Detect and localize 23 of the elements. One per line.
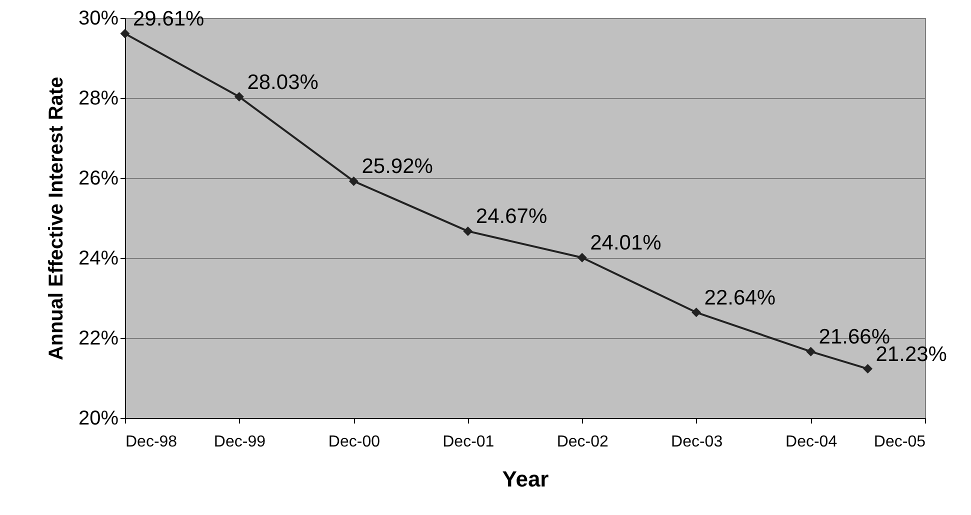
x-tick-label: Dec-01: [442, 434, 494, 450]
data-label: 24.01%: [590, 232, 662, 255]
data-label: 21.23%: [876, 342, 947, 366]
x-tick-label: Dec-05: [874, 434, 926, 450]
y-tick-label: 24%: [78, 248, 119, 270]
y-tick-label: 22%: [78, 328, 119, 350]
data-label: 25.92%: [362, 155, 433, 178]
data-label: 22.64%: [704, 286, 776, 310]
x-tick-label: Dec-98: [126, 434, 178, 450]
data-label: 24.67%: [476, 205, 548, 228]
data-label: 28.03%: [247, 70, 318, 94]
y-tick-label: 20%: [78, 408, 119, 430]
y-tick-label: 26%: [78, 168, 119, 190]
x-tick-label: Dec-03: [671, 434, 723, 450]
x-tick-label: Dec-02: [556, 434, 608, 450]
x-axis-title: Year: [502, 466, 550, 492]
x-tick-label: Dec-04: [786, 434, 838, 450]
y-tick-label: 28%: [78, 88, 119, 110]
data-label: 29.61%: [133, 8, 204, 31]
x-tick-label: Dec-99: [214, 434, 266, 450]
y-tick-label: 30%: [78, 8, 119, 30]
y-axis-title: Annual Effective Interest Rate: [45, 76, 68, 360]
x-tick-label: Dec-00: [328, 434, 380, 450]
